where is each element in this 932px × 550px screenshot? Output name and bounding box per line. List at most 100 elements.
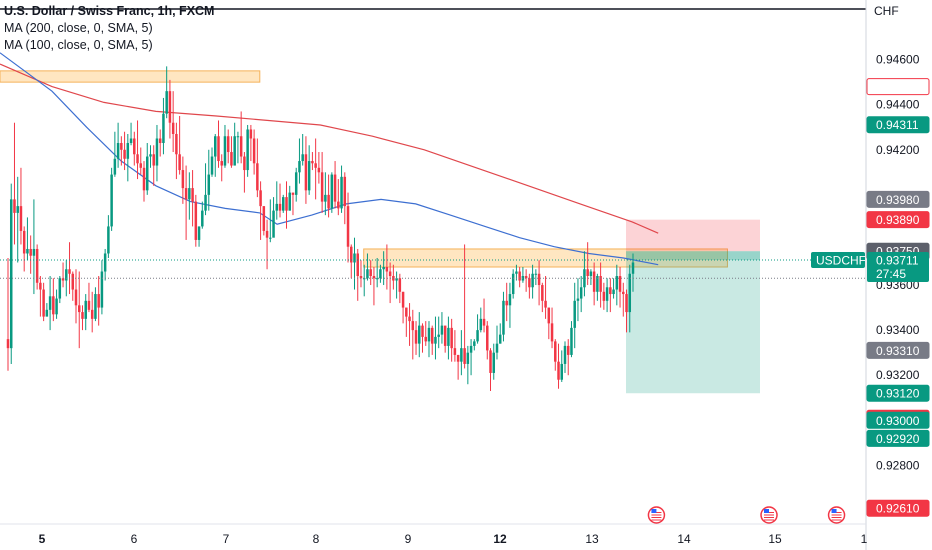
candle-body: [13, 199, 16, 213]
candlestick-series: [6, 66, 635, 391]
candle-body: [346, 206, 350, 247]
price-badge: [866, 429, 930, 447]
candle-body: [398, 278, 402, 292]
candle-body: [382, 267, 385, 270]
candle-body: [204, 194, 207, 211]
candle-body: [544, 300, 547, 308]
candle-body: [505, 300, 508, 306]
candle-body: [605, 287, 609, 301]
candle-body: [534, 273, 538, 275]
candle-body: [259, 190, 262, 207]
candle-body: [246, 129, 249, 171]
candle-body: [554, 341, 557, 362]
candle-body: [356, 253, 359, 277]
candle-body: [615, 276, 619, 290]
candle-body: [45, 309, 49, 317]
candle-body: [337, 201, 340, 209]
candle-body: [518, 271, 521, 281]
price-lines: [0, 259, 866, 279]
candle-body: [350, 246, 353, 263]
stop-loss-area[interactable]: [626, 219, 760, 252]
current-price-badge: [867, 252, 929, 283]
supply-demand-zones: [0, 70, 728, 268]
candle-body: [479, 318, 483, 331]
candle-body: [443, 325, 447, 346]
flag-canton: [764, 509, 770, 513]
candle-body: [609, 287, 612, 295]
candle-body: [566, 345, 570, 355]
candle-body: [74, 289, 78, 306]
candle-body: [307, 161, 311, 191]
candle-body: [107, 226, 110, 254]
price-badge: [866, 411, 930, 429]
price-badge-label: 0.93000: [876, 414, 920, 428]
time-tick-label: 9: [405, 532, 412, 546]
candle-body: [269, 237, 272, 239]
candle-body: [447, 327, 450, 346]
candle-body: [327, 194, 330, 209]
price-badge-label: 0.93310: [876, 344, 920, 358]
candle-body: [405, 307, 408, 317]
time-tick-label: 15: [768, 532, 782, 546]
candle-body: [226, 136, 230, 153]
candle-body: [29, 248, 32, 256]
candle-body: [388, 271, 392, 277]
candle-body: [314, 163, 317, 168]
economic-event-markers[interactable]: [647, 506, 846, 524]
candle-body: [502, 300, 505, 335]
candle-body: [375, 278, 379, 280]
ma100-legend[interactable]: MA (100, close, 0, SMA, 5): [4, 38, 153, 52]
price-badge: [866, 116, 930, 134]
candle-body: [145, 156, 149, 191]
candle-body: [612, 289, 615, 295]
candle-body: [411, 321, 415, 331]
candle-body: [239, 136, 243, 157]
time-tick-label: 13: [585, 532, 599, 546]
price-badge-label: 0.94480: [876, 80, 920, 94]
time-tick-label: 8: [313, 532, 320, 546]
candle-body: [262, 206, 266, 231]
candle-body: [110, 174, 113, 227]
candle-body: [625, 294, 628, 313]
candle-body: [304, 154, 308, 191]
candle-body: [207, 174, 211, 195]
price-badge: [866, 190, 930, 208]
candle-body: [324, 194, 327, 202]
candle-body: [424, 336, 427, 342]
candle-body: [563, 345, 567, 364]
candle-body: [149, 154, 152, 157]
candle-body: [272, 210, 275, 238]
candle-body: [133, 138, 136, 155]
candle-body: [557, 361, 560, 380]
candle-body: [39, 282, 42, 290]
candle-body: [35, 248, 39, 283]
candle-body: [81, 312, 84, 319]
candle-body: [194, 201, 198, 240]
price-tick-label: 0.93200: [876, 368, 920, 382]
price-tick-label: 0.94600: [876, 53, 920, 67]
candle-body: [586, 269, 589, 277]
candle-body: [265, 230, 269, 238]
candle-body: [550, 323, 554, 342]
candle-body: [129, 138, 133, 144]
short-position-tool[interactable]: [626, 219, 760, 394]
take-profit-area[interactable]: [626, 251, 760, 394]
candle-body: [366, 269, 369, 279]
price-axis-badges: 0.944800.943110.939800.938900.937500.933…: [811, 78, 930, 517]
ma200-legend[interactable]: MA (200, close, 0, SMA, 5): [4, 21, 153, 35]
candle-body: [220, 161, 223, 166]
candle-body: [453, 348, 457, 355]
symbol-title[interactable]: U.S. Dollar / Swiss Franc, 1h, FXCM: [4, 4, 215, 18]
candle-body: [94, 294, 97, 319]
candle-body: [171, 122, 175, 134]
candle-body: [395, 278, 398, 281]
candle-body: [469, 345, 473, 353]
candle-body: [498, 334, 502, 344]
candle-body: [369, 269, 372, 277]
candle-body: [123, 149, 126, 159]
candle-body: [6, 339, 10, 349]
candle-body: [100, 271, 104, 308]
symbol-badge-label: USDCHF: [816, 254, 866, 268]
time-tick-label: 12: [493, 532, 507, 546]
